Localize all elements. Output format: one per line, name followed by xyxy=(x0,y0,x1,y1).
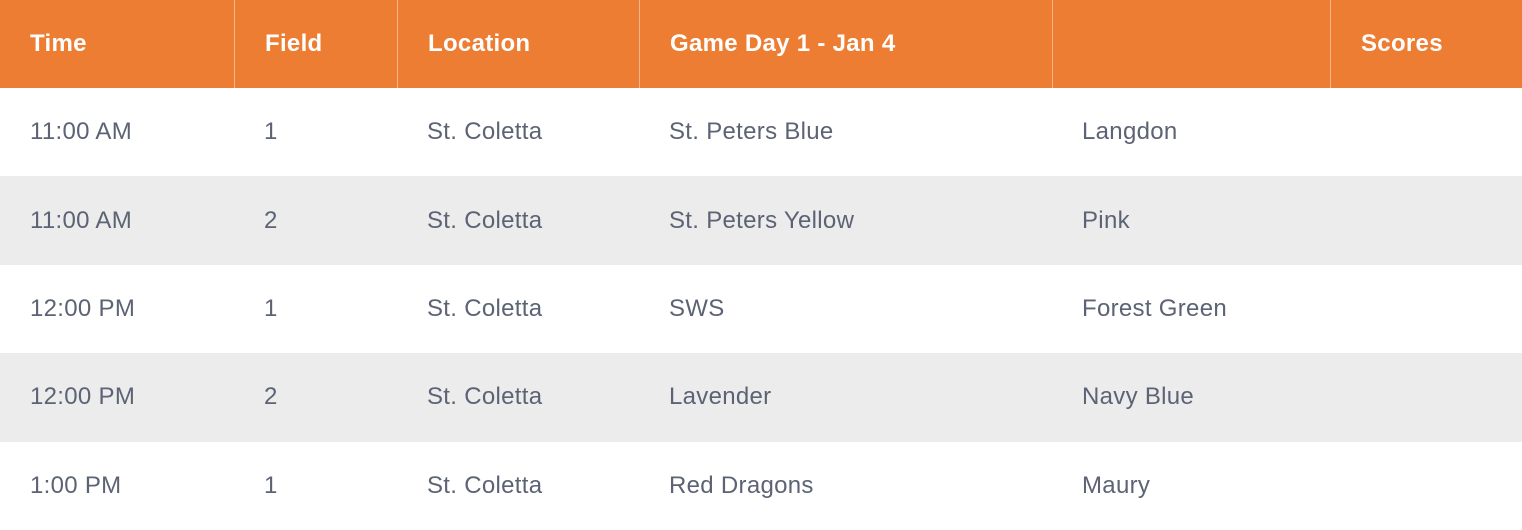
cell-away-team: Forest Green xyxy=(1082,294,1227,322)
cell-score xyxy=(1330,265,1522,353)
cell-time: 12:00 PM xyxy=(30,294,136,322)
cell-home-team: SWS xyxy=(669,294,725,322)
header-away xyxy=(1052,0,1330,88)
cell-home-team: Lavender xyxy=(669,383,772,411)
table-row: 1:00 PM 1 St. Coletta Red Dragons Maury xyxy=(0,441,1522,530)
table-row: 11:00 AM 1 St. Coletta St. Peters Blue L… xyxy=(0,88,1522,177)
cell-field: 2 xyxy=(264,383,278,411)
header-field: Field xyxy=(234,0,397,88)
cell-location: St. Coletta xyxy=(427,471,543,499)
cell-time: 11:00 AM xyxy=(30,206,133,234)
cell-time: 12:00 PM xyxy=(30,383,136,411)
cell-location: St. Coletta xyxy=(427,206,543,234)
table-header-row: Time Field Location Game Day 1 - Jan 4 S… xyxy=(0,0,1522,88)
cell-home-team: St. Peters Blue xyxy=(669,118,834,146)
header-scores: Scores xyxy=(1330,0,1522,88)
header-location: Location xyxy=(397,0,639,88)
cell-location: St. Coletta xyxy=(427,383,543,411)
cell-time: 11:00 AM xyxy=(30,118,133,146)
cell-score xyxy=(1330,88,1522,176)
cell-time: 1:00 PM xyxy=(30,471,122,499)
cell-score xyxy=(1330,353,1522,441)
header-game-day: Game Day 1 - Jan 4 xyxy=(639,0,1052,88)
cell-home-team: Red Dragons xyxy=(669,471,814,499)
header-time: Time xyxy=(30,30,87,57)
cell-away-team: Navy Blue xyxy=(1082,383,1195,411)
table-row: 12:00 PM 1 St. Coletta SWS Forest Green xyxy=(0,264,1522,354)
table-row: 12:00 PM 2 St. Coletta Lavender Navy Blu… xyxy=(0,353,1522,442)
cell-away-team: Pink xyxy=(1082,206,1130,234)
cell-field: 1 xyxy=(264,294,278,322)
cell-home-team: St. Peters Yellow xyxy=(669,206,855,234)
cell-away-team: Langdon xyxy=(1082,118,1178,146)
table-row: 11:00 AM 2 St. Coletta St. Peters Yellow… xyxy=(0,176,1522,265)
cell-field: 1 xyxy=(264,118,278,146)
cell-location: St. Coletta xyxy=(427,294,543,322)
cell-field: 2 xyxy=(264,206,278,234)
cell-field: 1 xyxy=(264,471,278,499)
cell-score xyxy=(1330,442,1522,530)
cell-away-team: Maury xyxy=(1082,471,1151,499)
cell-location: St. Coletta xyxy=(427,118,543,146)
cell-score xyxy=(1330,176,1522,264)
